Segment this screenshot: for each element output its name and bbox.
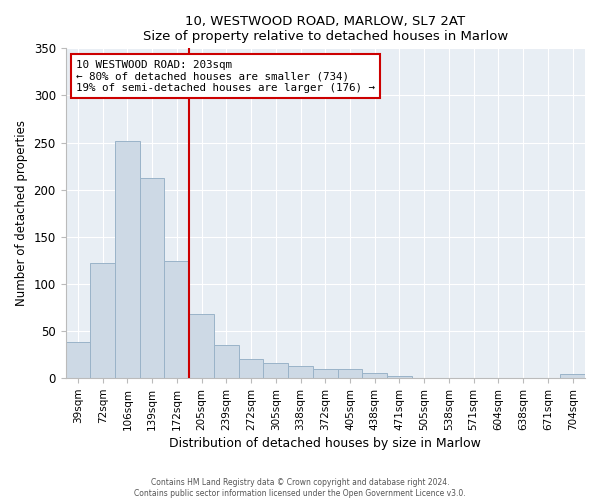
Title: 10, WESTWOOD ROAD, MARLOW, SL7 2AT
Size of property relative to detached houses : 10, WESTWOOD ROAD, MARLOW, SL7 2AT Size … bbox=[143, 15, 508, 43]
Bar bbox=[214, 345, 239, 378]
Bar bbox=[362, 374, 387, 378]
Bar bbox=[239, 360, 263, 378]
Bar bbox=[338, 369, 362, 378]
Bar bbox=[115, 140, 140, 378]
Y-axis label: Number of detached properties: Number of detached properties bbox=[15, 120, 28, 306]
Text: Contains HM Land Registry data © Crown copyright and database right 2024.
Contai: Contains HM Land Registry data © Crown c… bbox=[134, 478, 466, 498]
Bar bbox=[263, 363, 288, 378]
Bar bbox=[288, 366, 313, 378]
Bar bbox=[387, 376, 412, 378]
X-axis label: Distribution of detached houses by size in Marlow: Distribution of detached houses by size … bbox=[169, 437, 481, 450]
Bar bbox=[90, 263, 115, 378]
Bar bbox=[313, 369, 338, 378]
Bar bbox=[164, 262, 189, 378]
Text: 10 WESTWOOD ROAD: 203sqm
← 80% of detached houses are smaller (734)
19% of semi-: 10 WESTWOOD ROAD: 203sqm ← 80% of detach… bbox=[76, 60, 375, 93]
Bar bbox=[189, 314, 214, 378]
Bar bbox=[65, 342, 90, 378]
Bar bbox=[560, 374, 585, 378]
Bar bbox=[140, 178, 164, 378]
